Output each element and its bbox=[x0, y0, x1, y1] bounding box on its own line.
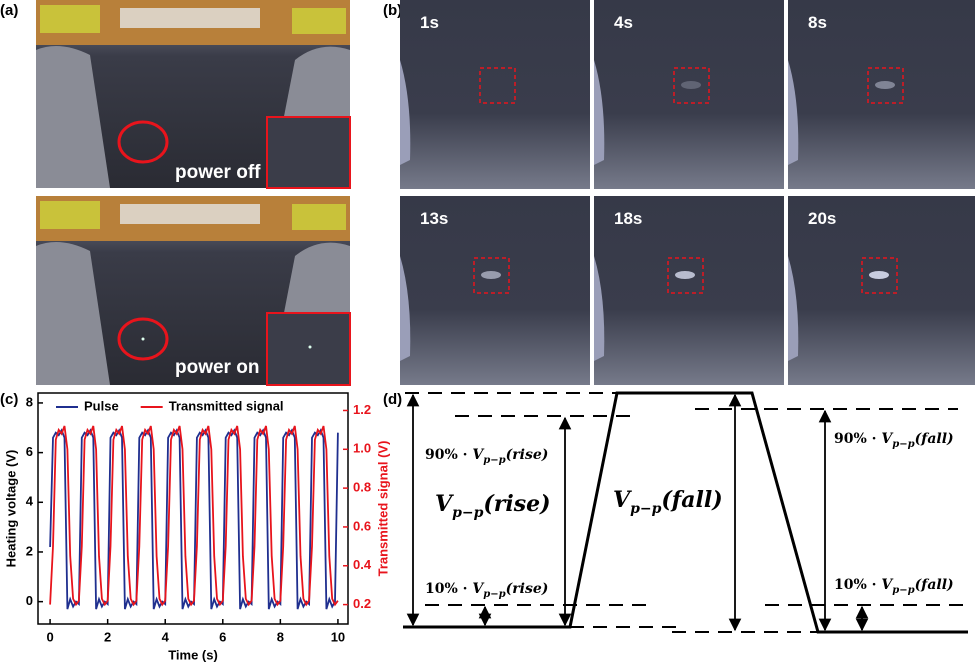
formula-label: 10% · Vp−p(fall) bbox=[834, 577, 954, 596]
panel-label: (c) bbox=[0, 391, 18, 408]
frame-image bbox=[594, 0, 784, 189]
frame-time: 4s bbox=[614, 13, 633, 32]
formula-arg: (fall) bbox=[661, 487, 722, 513]
frame-time: 1s bbox=[420, 13, 439, 32]
formula-label: 10% · Vp−p(rise) bbox=[425, 581, 548, 600]
formula-prefix: 90% · bbox=[425, 447, 472, 463]
formula-symbol: V bbox=[881, 577, 894, 593]
x-tick-label: 4 bbox=[162, 629, 170, 644]
y2-tick-label: 0.8 bbox=[353, 480, 371, 495]
series-line bbox=[49, 428, 339, 610]
formula-prefix: 90% · bbox=[834, 431, 881, 447]
panel-d: (d) 90% · Vp−p(rise)10% · Vp−p(rise)90% … bbox=[383, 391, 970, 634]
formula-subscript: p−p bbox=[483, 455, 505, 466]
formula-arg: (rise) bbox=[506, 581, 549, 597]
light-spot bbox=[481, 271, 501, 279]
legend-label: Pulse bbox=[84, 398, 119, 413]
formula-symbol: V bbox=[613, 487, 632, 513]
panel-label: (d) bbox=[383, 391, 402, 408]
frame-time: 8s bbox=[808, 13, 827, 32]
formula-symbol: V bbox=[472, 581, 485, 597]
y2-axis-title: Transmitted signal (V) bbox=[375, 441, 390, 577]
light-spot bbox=[869, 271, 889, 279]
frame-edge bbox=[594, 256, 605, 361]
formula-label: 90% · Vp−p(fall) bbox=[834, 431, 954, 450]
y-tick-label: 2 bbox=[26, 543, 33, 558]
roi-box bbox=[667, 257, 704, 294]
frame-edge bbox=[788, 256, 799, 361]
light-spot bbox=[675, 271, 695, 279]
panel-label: (b) bbox=[383, 2, 402, 19]
y2-tick-label: 0.2 bbox=[353, 596, 371, 611]
x-tick-label: 8 bbox=[277, 629, 284, 644]
y2-tick-label: 0.6 bbox=[353, 518, 371, 533]
frame-edge bbox=[400, 256, 411, 361]
roi-box bbox=[479, 67, 516, 104]
y-axis-title: Heating voltage (V) bbox=[3, 450, 18, 568]
panel-label: (a) bbox=[0, 2, 18, 19]
x-tick-label: 0 bbox=[46, 629, 53, 644]
formula-symbol: V bbox=[472, 447, 485, 463]
frame-image bbox=[400, 196, 590, 385]
y2-tick-label: 1.0 bbox=[353, 441, 371, 456]
light-spot bbox=[681, 81, 701, 89]
formula-subscript: p−p bbox=[483, 589, 505, 600]
formula-subscript: p−p bbox=[892, 585, 914, 596]
formula-arg: (rise) bbox=[506, 447, 549, 463]
frame-time: 13s bbox=[420, 209, 448, 228]
frame-image bbox=[788, 196, 975, 385]
y2-tick-label: 1.2 bbox=[353, 402, 371, 417]
formula-label: Vp−p(fall) bbox=[613, 487, 723, 517]
frame-edge bbox=[400, 60, 411, 165]
y2-tick-label: 0.4 bbox=[353, 557, 372, 572]
caption: power off bbox=[175, 162, 261, 183]
formula-label: 90% · Vp−p(rise) bbox=[425, 447, 548, 466]
frame-time: 20s bbox=[808, 209, 836, 228]
frame-image bbox=[788, 0, 975, 189]
y-tick-label: 4 bbox=[26, 494, 34, 509]
x-tick-label: 6 bbox=[219, 629, 226, 644]
panel-b: (b) 1s 4s 8s 13s 18s 20s bbox=[383, 0, 975, 385]
formula-prefix: 10% · bbox=[425, 581, 472, 597]
roi-box bbox=[473, 257, 510, 294]
light-spot bbox=[875, 81, 895, 89]
plot-frame bbox=[37, 392, 349, 625]
formula-subscript: p−p bbox=[452, 505, 484, 521]
formula-label: Vp−p(rise) bbox=[435, 491, 551, 521]
panel-a: (a) power off power on bbox=[0, 0, 351, 386]
roi-box bbox=[867, 67, 904, 104]
roi-box bbox=[673, 67, 710, 104]
x-axis-title: Time (s) bbox=[168, 647, 218, 662]
formula-arg: (fall) bbox=[915, 577, 954, 593]
frame-edge bbox=[594, 60, 605, 165]
series-line bbox=[49, 425, 339, 607]
y-tick-label: 8 bbox=[26, 394, 33, 409]
frame-time: 18s bbox=[614, 209, 642, 228]
x-tick-label: 10 bbox=[331, 629, 345, 644]
panel-c: (c) 0 2 4 6 8 10 0 2 4 6 8 0.2 0.4 0.6 0.8 1.0 1.2 Time (… bbox=[0, 391, 390, 662]
frame-image bbox=[594, 196, 784, 385]
formula-subscript: p−p bbox=[630, 501, 662, 517]
formula-prefix: 10% · bbox=[834, 577, 881, 593]
formula-arg: (fall) bbox=[915, 431, 954, 447]
photo bbox=[36, 196, 351, 386]
photo bbox=[36, 0, 351, 189]
y-tick-label: 0 bbox=[26, 593, 33, 608]
caption: power on bbox=[175, 357, 259, 378]
frame-image bbox=[400, 0, 590, 189]
formula-arg: (rise) bbox=[483, 491, 550, 517]
y-tick-label: 6 bbox=[26, 444, 33, 459]
frame-edge bbox=[788, 60, 799, 165]
formula-symbol: V bbox=[881, 431, 894, 447]
formula-symbol: V bbox=[435, 491, 454, 517]
roi-box bbox=[861, 257, 898, 294]
formula-subscript: p−p bbox=[892, 439, 914, 450]
x-tick-label: 2 bbox=[104, 629, 111, 644]
legend-label: Transmitted signal bbox=[169, 398, 284, 413]
